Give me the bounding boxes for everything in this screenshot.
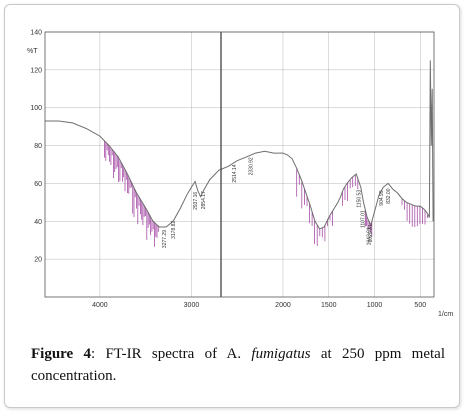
grid	[45, 31, 434, 297]
x-tick-label: 500	[414, 302, 426, 309]
x-tick-label: 1500	[321, 302, 337, 309]
x-axis: 4000 3000 2000 1500 1000 500	[92, 302, 426, 309]
x-tick-label: 3000	[184, 302, 200, 309]
y-tick-label: 60	[34, 181, 42, 188]
y-tick-label: 80	[34, 143, 42, 150]
spectrum-noise	[104, 140, 429, 247]
y-tick-label: 140	[30, 30, 42, 37]
peak-label: 3277.29	[162, 230, 168, 248]
peak-label: 2330.92	[249, 157, 255, 175]
y-tick-label: 40	[34, 219, 42, 226]
ftir-chart: 20 40 60 80 100 120 140 4000 3000 2000 1500 1000 50…	[27, 30, 453, 319]
peak-label: 2937.16	[193, 192, 199, 210]
y-tick-label: 120	[30, 67, 42, 74]
peak-label: 1107.01	[361, 210, 367, 228]
peak-label: 904.99	[379, 190, 385, 206]
y-tick-label: 20	[34, 257, 42, 264]
spectrum-line	[45, 60, 434, 230]
figure-caption: Figure 4: FT-IR spectra of A. fumigatus …	[31, 343, 445, 387]
caption-separator: :	[91, 346, 106, 362]
peak-label: 1043.91	[367, 227, 373, 245]
peak-label: 1029.31	[368, 224, 374, 242]
y-tick-label: 100	[30, 105, 42, 112]
peak-label: 3178.82	[171, 221, 177, 239]
x-tick-label: 2000	[275, 302, 291, 309]
y-axis: 20 40 60 80 100 120 140	[30, 30, 42, 264]
caption-species: fumigatus	[251, 346, 311, 362]
x-tick-label: 4000	[92, 302, 108, 309]
y-axis-label: %T	[27, 48, 38, 55]
caption-text-before: FT-IR spectra of A.	[105, 346, 252, 362]
peak-label: 2854.17	[201, 191, 207, 209]
figure-frame: 20 40 60 80 100 120 140 4000 3000 2000 1500 1000 50…	[4, 4, 460, 408]
peak-label: 1150.53	[357, 190, 363, 208]
plot-border	[44, 31, 435, 298]
peak-label: 832.00	[386, 188, 392, 204]
x-tick-label: 1000	[367, 302, 383, 309]
peak-label: 2514.14	[232, 164, 238, 182]
figure-label: Figure 4	[31, 346, 91, 362]
caption-text-after: at 250 ppm metal concentration.	[31, 346, 446, 384]
x-axis-label: 1/cm	[438, 311, 453, 318]
